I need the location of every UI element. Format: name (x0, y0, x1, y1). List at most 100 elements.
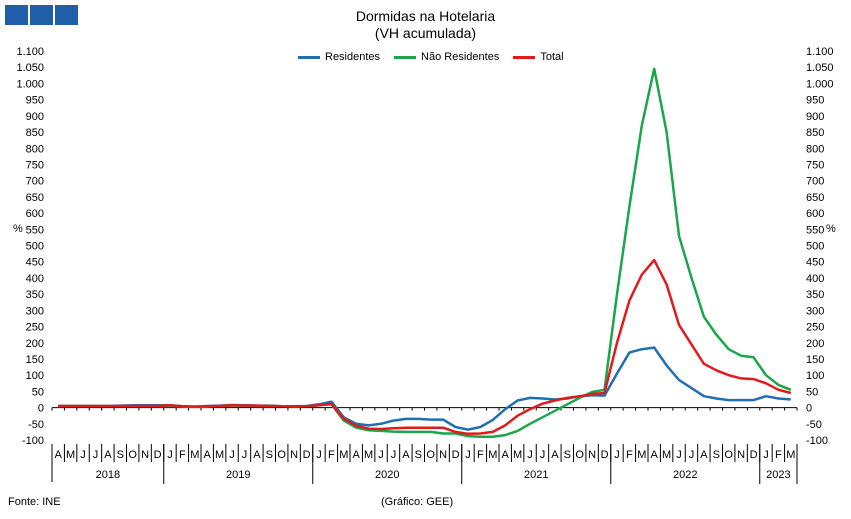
y-tick-label-left: 350 (26, 289, 44, 301)
month-tick-label: S (117, 449, 124, 461)
month-tick-label: M (488, 449, 497, 461)
y-tick-label-right: 850 (806, 127, 824, 139)
month-tick-label: M (637, 449, 646, 461)
year-label: 2019 (226, 469, 250, 481)
month-tick-label: A (700, 449, 708, 461)
logo-block (5, 5, 28, 25)
y-tick-label-right: 300 (806, 305, 824, 317)
month-tick-label: D (154, 449, 162, 461)
month-tick-label: M (190, 449, 199, 461)
month-tick-label: A (204, 449, 212, 461)
month-tick-label: J (465, 449, 471, 461)
month-tick-label: J (527, 449, 533, 461)
month-tick-label: S (713, 449, 720, 461)
month-tick-label: A (55, 449, 63, 461)
y-tick-label-left: 600 (26, 208, 44, 220)
month-tick-label: A (651, 449, 659, 461)
y-tick-label-right: 1.100 (806, 46, 834, 58)
y-tick-label-left: 0 (38, 403, 44, 415)
month-tick-label: J (93, 449, 99, 461)
credit-note: (Gráfico: GEE) (381, 496, 454, 508)
y-tick-label-left: 850 (26, 127, 44, 139)
chart-subtitle: (VH acumulada) (374, 25, 477, 41)
year-label: 2020 (375, 469, 399, 481)
y-tick-label-right: 200 (806, 338, 824, 350)
y-tick-label-right: 250 (806, 322, 824, 334)
y-tick-label-left: 150 (26, 354, 44, 366)
y-tick-label-right: 750 (806, 159, 824, 171)
y-tick-label-right: 500 (806, 241, 824, 253)
y-tick-label-right: 650 (806, 192, 824, 204)
month-tick-label: M (513, 449, 522, 461)
y-tick-label-right: 1.050 (806, 62, 834, 74)
y-tick-label-left: -50 (28, 419, 44, 431)
series-line-residentes (58, 346, 791, 431)
logo-block (30, 5, 53, 25)
y-tick-label-right: 450 (806, 257, 824, 269)
y-tick-label-left: 50 (32, 386, 44, 398)
month-tick-label: J (80, 449, 86, 461)
month-tick-label: J (614, 449, 620, 461)
y-tick-label-right: -100 (806, 435, 828, 447)
y-tick-label-left: 550 (26, 224, 44, 236)
legend-item-residentes: Residentes (298, 51, 380, 63)
month-tick-label: M (215, 449, 224, 461)
month-tick-label: A (402, 449, 410, 461)
month-tick-label: S (266, 449, 273, 461)
y-tick-label-right: 600 (806, 208, 824, 220)
month-tick-label: J (167, 449, 173, 461)
y-tick-label-right: 100 (806, 370, 824, 382)
month-tick-label: J (378, 449, 384, 461)
y-tick-label-left: 450 (26, 257, 44, 269)
month-tick-label: J (763, 449, 769, 461)
month-tick-label: F (775, 449, 782, 461)
y-axis-unit-right: % (826, 223, 836, 235)
series-line-total (58, 258, 792, 436)
month-tick-label: O (128, 449, 137, 461)
month-tick-label: M (786, 449, 795, 461)
y-tick-label-left: 400 (26, 273, 44, 285)
month-tick-label: J (242, 449, 248, 461)
month-tick-label: J (689, 449, 695, 461)
y-tick-label-right: 350 (806, 289, 824, 301)
month-tick-label: N (737, 449, 745, 461)
month-tick-label: N (588, 449, 596, 461)
y-tick-label-right: 400 (806, 273, 824, 285)
legend-swatch (298, 55, 320, 59)
month-tick-label: J (229, 449, 235, 461)
y-tick-label-right: 950 (806, 95, 824, 107)
legend-item-total: Total (513, 51, 564, 63)
month-tick-label: O (426, 449, 435, 461)
month-tick-label: F (477, 449, 484, 461)
y-tick-label-left: 250 (26, 322, 44, 334)
y-tick-label-left: 200 (26, 338, 44, 350)
month-tick-label: J (316, 449, 322, 461)
y-tick-label-right: 150 (806, 354, 824, 366)
logo-block (55, 5, 78, 25)
month-tick-label: M (66, 449, 75, 461)
y-axis-unit-left: % (13, 223, 23, 235)
y-tick-label-right: 900 (806, 111, 824, 123)
month-tick-label: M (662, 449, 671, 461)
y-tick-label-right: -50 (806, 419, 822, 431)
y-tick-label-left: 650 (26, 192, 44, 204)
month-tick-label: A (353, 449, 361, 461)
month-tick-label: D (452, 449, 460, 461)
month-tick-label: F (328, 449, 335, 461)
month-tick-label: O (724, 449, 733, 461)
legend-label: Residentes (325, 51, 381, 63)
month-tick-label: N (439, 449, 447, 461)
y-tick-label-left: 1.000 (16, 78, 44, 90)
month-tick-label: N (290, 449, 298, 461)
year-label: 2023 (766, 469, 790, 481)
year-label: 2022 (673, 469, 697, 481)
month-tick-label: S (564, 449, 571, 461)
y-tick-label-left: -100 (22, 435, 44, 447)
month-tick-label: M (364, 449, 373, 461)
month-tick-label: J (676, 449, 682, 461)
y-tick-label-left: 950 (26, 95, 44, 107)
legend-swatch (394, 55, 417, 59)
month-tick-label: S (415, 449, 422, 461)
month-tick-label: O (575, 449, 584, 461)
